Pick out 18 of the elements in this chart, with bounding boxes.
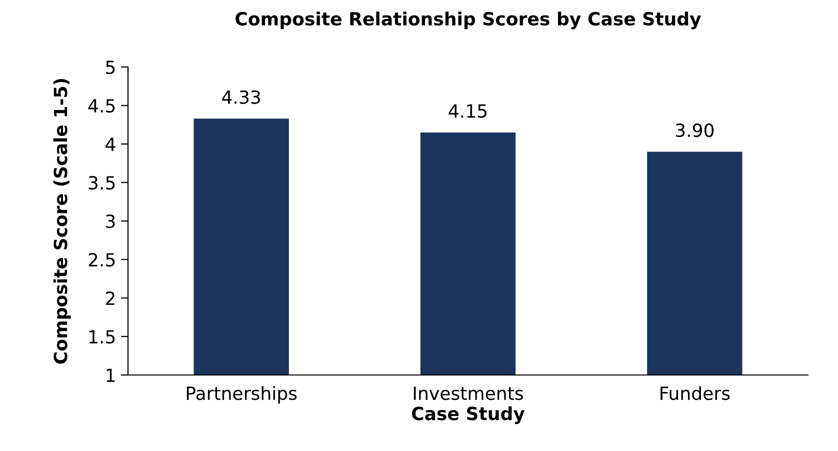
data-label: 3.90 bbox=[676, 123, 714, 138]
x-tick-label: Investments bbox=[414, 386, 523, 400]
y-tick-label: 4.5 bbox=[88, 99, 115, 113]
y-tick-label: 3.5 bbox=[88, 176, 115, 190]
y-tick-label: 1.5 bbox=[89, 330, 115, 344]
data-label: 4.15 bbox=[448, 104, 487, 118]
y-tick-label: 2 bbox=[106, 291, 114, 305]
y-axis-title: Composite Score (Scale 1-5) bbox=[53, 78, 71, 364]
y-tick-label: 4 bbox=[106, 138, 116, 151]
y-tick-label: 2.5 bbox=[88, 252, 115, 267]
x-tick-label: Funders bbox=[660, 386, 730, 400]
y-tick-label: 3 bbox=[106, 214, 115, 228]
y-tick-label: 5 bbox=[106, 60, 115, 74]
y-tick-label: 1 bbox=[106, 368, 115, 382]
chart-title: Composite Relationship Scores by Case Study bbox=[236, 12, 702, 30]
data-label: 4.33 bbox=[222, 90, 260, 104]
x-tick-label: Partnerships bbox=[186, 386, 297, 404]
x-axis-title: Case Study bbox=[412, 406, 525, 424]
